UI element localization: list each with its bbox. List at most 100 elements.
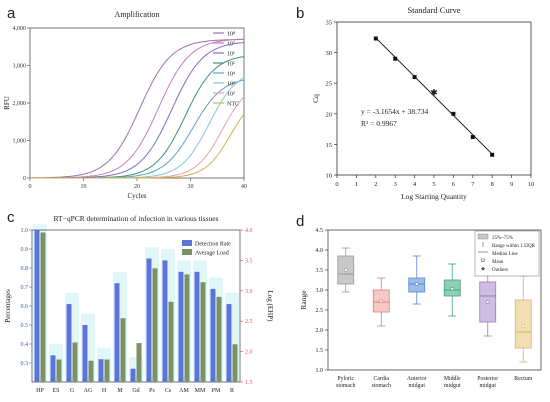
detection-rate-bar <box>34 230 40 382</box>
x-tick-label: 6 <box>452 181 456 188</box>
y-tick-label: 4,000 <box>13 26 27 32</box>
legend-label: Mean <box>492 260 504 265</box>
category-label: Pyloric <box>337 376 354 382</box>
average-load-bar <box>216 296 222 382</box>
x-tick-label: 8 <box>491 181 494 188</box>
y-tick-label: 0.7 <box>21 285 29 291</box>
y2-tick-label: 4.0 <box>245 228 253 234</box>
category-label: Gd <box>132 388 139 394</box>
category-label: midgut <box>409 383 426 389</box>
y2-tick-label: 1.5 <box>245 380 253 386</box>
legend-swatch-mean <box>481 258 485 262</box>
data-point <box>451 111 456 116</box>
category-label: M <box>117 388 123 394</box>
average-load-bar <box>88 360 94 382</box>
amplification-curve <box>30 113 245 179</box>
category-label: MM <box>195 388 206 394</box>
average-load-bar <box>120 318 126 382</box>
average-load-bar <box>56 359 62 382</box>
x-tick-label: 40 <box>241 184 247 190</box>
outlier-point: ✱ <box>430 87 438 97</box>
x-tick-label: 10 <box>81 184 87 190</box>
standard-curve-chart: Standard Curve 0 1 2 3 4 5 6 7 8 9 10 10 15 20 25 30 35 Lo… <box>311 5 534 201</box>
category-label: Middle <box>444 376 461 382</box>
y-tick-label: 20 <box>326 111 333 118</box>
data-point <box>490 152 495 157</box>
detection-rate-bar <box>82 325 88 382</box>
y-tick-label: 0.4 <box>21 342 29 348</box>
category-label: R <box>230 388 234 394</box>
amplification-curve <box>29 38 245 179</box>
legend-swatch-box <box>477 233 489 240</box>
x-tick-label: 0 <box>29 184 32 190</box>
x-tick-label: 3 <box>394 181 397 188</box>
detection-rate-bar <box>178 271 184 382</box>
category-label: stomach <box>372 383 391 389</box>
legend-label: 10⁶ <box>227 52 235 58</box>
category-label: Ps <box>149 388 155 394</box>
average-load-bar <box>200 282 206 382</box>
average-load-bar <box>40 232 46 382</box>
detection-rate-bar <box>98 359 104 382</box>
panel-letter-b: b <box>296 5 304 22</box>
legend-label: Detection Rate <box>195 242 231 248</box>
detection-rate-bar <box>146 258 152 382</box>
y-tick-label: 15 <box>326 142 333 149</box>
y-tick-label: 30 <box>326 50 333 57</box>
x-tick-label: 4 <box>413 181 417 188</box>
iqr-box <box>514 299 532 349</box>
legend-label: 10⁵ <box>227 62 235 68</box>
category-label: midgut <box>444 383 461 389</box>
y-tick-label: 0.3 <box>21 361 29 367</box>
detection-rate-bar <box>50 355 56 382</box>
mean-marker <box>344 268 348 272</box>
y-tick-label: 4.0 <box>316 248 324 254</box>
legend-label: Average Load <box>195 251 229 257</box>
chart-title: RT−qPCR determination of infection in va… <box>53 214 218 223</box>
x-tick-label: 5 <box>432 181 435 188</box>
average-load-bar <box>104 359 110 382</box>
y-tick-label: 25 <box>326 81 333 88</box>
average-load-bar <box>184 274 190 382</box>
y-tick-label: 0.9 <box>21 247 29 253</box>
mean-marker <box>415 282 419 286</box>
y2-tick-label: 3.0 <box>245 289 253 295</box>
detection-rate-bar <box>130 368 136 382</box>
detection-rate-bar <box>66 304 72 382</box>
x-tick-label: 7 <box>471 181 475 188</box>
category-label: midgut <box>480 383 497 389</box>
panel-letter-c: c <box>7 209 15 226</box>
legend-label: 10⁸ <box>227 32 235 38</box>
average-load-bar <box>136 343 142 382</box>
y-tick-label: 1,000 <box>13 139 27 145</box>
y-tick-label: 3.0 <box>316 288 324 294</box>
y2-tick-label: 2.5 <box>245 319 253 325</box>
category-label: AM <box>179 388 189 394</box>
mean-marker <box>450 287 454 291</box>
category-label: Cs <box>165 388 172 394</box>
category-label: HP <box>36 388 44 394</box>
plot-frame <box>336 21 532 176</box>
y-axis-label: Percentages <box>4 289 12 323</box>
legend-label: 10² <box>227 92 235 98</box>
average-load-bar <box>152 268 158 382</box>
fit-equation: y = -3.1654x + 38.734 <box>361 107 428 116</box>
r-squared: R² = 0.9967 <box>361 119 397 128</box>
x-axis-label: Cycles <box>127 192 146 200</box>
x-tick-label: 2 <box>374 181 377 188</box>
y-tick-label: 0.6 <box>21 304 29 310</box>
legend-label: Outliers <box>492 268 508 273</box>
y-tick-label: 2.5 <box>316 308 324 314</box>
category-label: stomach <box>336 383 355 389</box>
chart-title: Standard Curve <box>407 5 460 15</box>
y-tick-label: 1.5 <box>316 348 324 354</box>
category-label: PM <box>212 388 221 394</box>
y-tick-label: 0 <box>23 176 26 182</box>
y-tick-label: 0.5 <box>21 323 29 329</box>
x-tick-label: 20 <box>134 184 140 190</box>
detection-rate-bar <box>226 304 232 382</box>
y-tick-label: 35 <box>326 20 333 27</box>
y-tick-label: 1.0 <box>21 228 29 234</box>
category-label: Rectum <box>514 376 533 382</box>
